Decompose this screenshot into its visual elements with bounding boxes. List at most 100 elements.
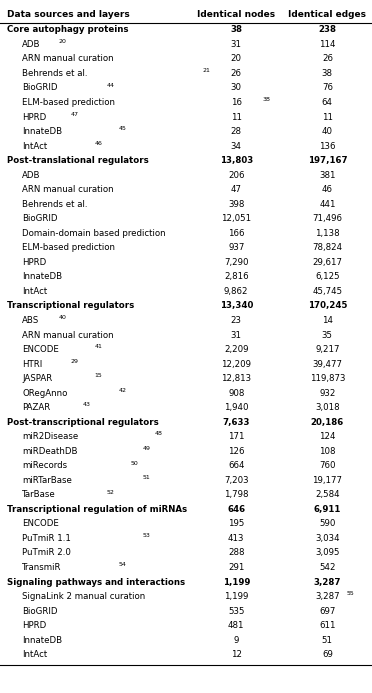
Text: 42: 42: [118, 388, 126, 393]
Text: Post-transcriptional regulators: Post-transcriptional regulators: [7, 418, 159, 427]
Text: ENCODE: ENCODE: [22, 520, 59, 528]
Text: Transcriptional regulation of miRNAs: Transcriptional regulation of miRNAs: [7, 505, 187, 514]
Text: 697: 697: [319, 606, 336, 615]
Text: 3,095: 3,095: [315, 548, 340, 557]
Text: 171: 171: [228, 432, 244, 441]
Text: 47: 47: [70, 112, 78, 117]
Text: BioGRID: BioGRID: [22, 214, 58, 223]
Text: TarBase52: TarBase52: [22, 491, 67, 500]
Text: PAZAR43: PAZAR43: [22, 403, 62, 412]
Text: InnateDB: InnateDB: [22, 272, 62, 281]
Text: miRecords: miRecords: [22, 462, 67, 471]
Text: 6,911: 6,911: [314, 505, 341, 514]
Text: IntAct: IntAct: [22, 287, 48, 296]
Text: 50: 50: [130, 461, 138, 466]
Text: ARN manual curation: ARN manual curation: [22, 331, 114, 340]
Text: 71,496: 71,496: [312, 214, 342, 223]
Text: 12,813: 12,813: [221, 374, 251, 383]
Text: ADB: ADB: [22, 170, 41, 179]
Text: 760: 760: [319, 462, 336, 471]
Text: 35: 35: [322, 331, 333, 340]
Text: 19,177: 19,177: [312, 476, 342, 485]
Text: 114: 114: [319, 40, 336, 49]
Text: 11: 11: [231, 112, 242, 121]
Text: 51: 51: [322, 635, 333, 644]
Text: miRDeathDB49: miRDeathDB49: [22, 447, 89, 456]
Text: HPRD47: HPRD47: [22, 112, 58, 121]
Text: 41: 41: [94, 344, 102, 349]
Text: 2,584: 2,584: [315, 491, 340, 500]
Text: TransmiR54: TransmiR54: [22, 563, 73, 572]
Text: 1,199: 1,199: [224, 592, 248, 601]
Text: 9: 9: [234, 635, 239, 644]
Text: miRDeathDB: miRDeathDB: [22, 447, 78, 456]
Text: 13,340: 13,340: [219, 301, 253, 310]
Text: InnateDB: InnateDB: [22, 635, 62, 644]
Text: 3,034: 3,034: [315, 534, 340, 543]
Text: TarBase: TarBase: [22, 491, 56, 500]
Text: 542: 542: [319, 563, 336, 572]
Text: JASPAR15: JASPAR15: [22, 374, 64, 383]
Text: 53: 53: [142, 533, 150, 538]
Text: 481: 481: [228, 621, 244, 630]
Text: 15: 15: [94, 374, 102, 378]
Text: 20,186: 20,186: [311, 418, 344, 427]
Text: ORegAnno42: ORegAnno42: [22, 389, 79, 398]
Text: 28: 28: [231, 127, 242, 136]
Text: ORegAnno: ORegAnno: [22, 389, 68, 398]
Text: 38: 38: [322, 69, 333, 78]
Text: 69: 69: [322, 650, 333, 659]
Text: 2,209: 2,209: [224, 345, 248, 354]
Text: 29: 29: [70, 359, 78, 364]
Text: 21: 21: [202, 68, 210, 73]
Text: ELM-based prediction: ELM-based prediction: [22, 243, 115, 252]
Text: ABS40: ABS40: [22, 316, 51, 325]
Text: 441: 441: [319, 200, 336, 209]
Text: ELM-based prediction38: ELM-based prediction38: [22, 98, 126, 107]
Text: 31: 31: [231, 40, 242, 49]
Text: 14: 14: [322, 316, 333, 325]
Text: 1,940: 1,940: [224, 403, 248, 412]
Text: miRTarBase: miRTarBase: [22, 476, 72, 485]
Text: 3,287: 3,287: [315, 592, 340, 601]
Text: 1,798: 1,798: [224, 491, 248, 500]
Text: 29,617: 29,617: [312, 258, 342, 267]
Text: Core autophagy proteins: Core autophagy proteins: [7, 26, 129, 35]
Text: 9,217: 9,217: [315, 345, 340, 354]
Text: miRecords50: miRecords50: [22, 462, 78, 471]
Text: Domain-domain based prediction: Domain-domain based prediction: [22, 229, 166, 238]
Text: PuTmiR 1.1: PuTmiR 1.1: [22, 534, 71, 543]
Text: 6,125: 6,125: [315, 272, 340, 281]
Text: 535: 535: [228, 606, 244, 615]
Text: BioGRID: BioGRID: [22, 83, 58, 92]
Text: 124: 124: [319, 432, 336, 441]
Text: 9,862: 9,862: [224, 287, 248, 296]
Text: HPRD: HPRD: [22, 258, 46, 267]
Text: 7,633: 7,633: [222, 418, 250, 427]
Text: 7,203: 7,203: [224, 476, 248, 485]
Text: 76: 76: [322, 83, 333, 92]
Text: 46: 46: [322, 185, 333, 194]
Text: Data sources and layers: Data sources and layers: [7, 10, 130, 19]
Text: HPRD: HPRD: [22, 112, 46, 121]
Text: Behrends et al.: Behrends et al.: [22, 69, 88, 78]
Text: 13,803: 13,803: [219, 156, 253, 165]
Text: 55: 55: [346, 591, 354, 597]
Text: 11: 11: [322, 112, 333, 121]
Text: ARN manual curation: ARN manual curation: [22, 55, 114, 64]
Text: InnateDB: InnateDB: [22, 127, 62, 136]
Text: 166: 166: [228, 229, 244, 238]
Text: 3,018: 3,018: [315, 403, 340, 412]
Text: 206: 206: [228, 170, 244, 179]
Text: 12: 12: [231, 650, 242, 659]
Text: 646: 646: [227, 505, 245, 514]
Text: 23: 23: [231, 316, 242, 325]
Text: HPRD: HPRD: [22, 621, 46, 630]
Text: 40: 40: [322, 127, 333, 136]
Text: 78,824: 78,824: [312, 243, 342, 252]
Text: 3,287: 3,287: [314, 577, 341, 586]
Text: ENCODE41: ENCODE41: [22, 345, 70, 354]
Text: 908: 908: [228, 389, 244, 398]
Text: 31: 31: [231, 331, 242, 340]
Text: BioGRID: BioGRID: [22, 606, 58, 615]
